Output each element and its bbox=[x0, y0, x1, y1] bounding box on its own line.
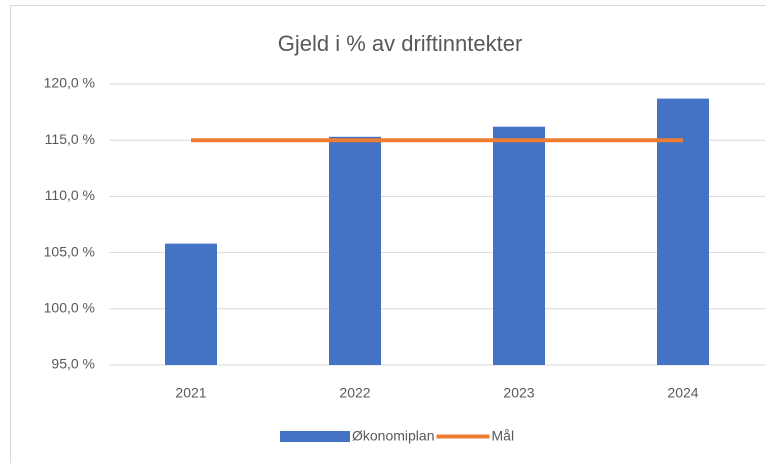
y-tick-label: 95,0 % bbox=[51, 356, 95, 372]
legend-label: Økonomiplan bbox=[352, 428, 435, 444]
bar bbox=[493, 126, 545, 365]
y-tick-label: 100,0 % bbox=[44, 300, 95, 316]
chart-border bbox=[10, 5, 766, 463]
x-tick-label: 2022 bbox=[339, 385, 370, 401]
legend-swatch bbox=[280, 431, 350, 442]
y-tick-label: 105,0 % bbox=[44, 243, 95, 259]
y-tick-label: 110,0 % bbox=[45, 187, 95, 203]
x-tick-label: 2021 bbox=[175, 385, 206, 401]
y-tick-label: 120,0 % bbox=[44, 75, 95, 91]
legend-label: Mål bbox=[492, 428, 515, 444]
x-tick-label: 2024 bbox=[667, 385, 698, 401]
bar bbox=[165, 243, 217, 365]
bar bbox=[329, 136, 381, 365]
chart-title: Gjeld i % av driftinntekter bbox=[278, 31, 523, 56]
y-tick-label: 115,0 % bbox=[45, 131, 95, 147]
bar bbox=[657, 98, 709, 365]
x-tick-label: 2023 bbox=[503, 385, 534, 401]
